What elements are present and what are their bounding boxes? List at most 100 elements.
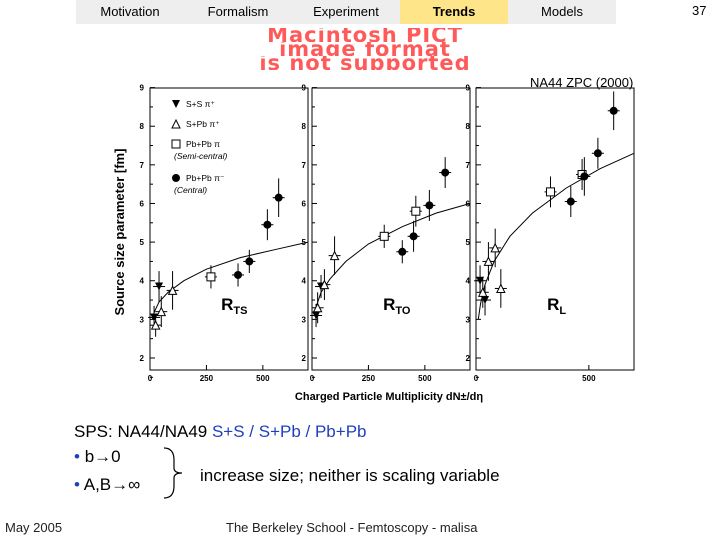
legend: S+S π⁺ S+Pb π⁺ Pb+Pb π (Semi-central) Pb+Pb … (171, 99, 228, 195)
x-tick-label: 500 (582, 374, 596, 383)
data-point (261, 209, 274, 241)
data-point (396, 240, 409, 264)
data-point (149, 313, 162, 337)
y-axis-title: Source size parameter [fm] (112, 149, 127, 316)
y-tick-label: 8 (302, 122, 307, 131)
y-tick-label: 3 (466, 315, 471, 324)
y-tick-label: 3 (140, 315, 145, 324)
y-tick-label: 4 (466, 277, 471, 286)
sps-systems: S+S / S+Pb / Pb+Pb (211, 422, 367, 441)
panel-label-subscript: TS (233, 305, 247, 317)
placeholder-line: Macintosh PICT (267, 28, 463, 42)
panel-frame (149, 87, 309, 371)
marker-filled-down-triangle (172, 100, 180, 108)
y-tick-label: 6 (140, 199, 145, 208)
marker-filled-down-triangle (476, 276, 485, 285)
data-point (328, 236, 341, 275)
marker-open-triangle (167, 285, 178, 295)
y-tick-label: 4 (302, 277, 307, 286)
marker-open-square (171, 139, 181, 149)
marker-filled-circle (580, 172, 589, 181)
bullet-marker: • (74, 447, 80, 466)
y-tick-label: 8 (140, 122, 145, 131)
tab-formalism[interactable]: Formalism (207, 4, 269, 19)
x-tick-label: 500 (418, 374, 432, 383)
brace-icon (163, 447, 183, 499)
marker-filled-circle (425, 201, 434, 210)
marker-filled-circle (409, 232, 418, 241)
data-point (544, 176, 557, 208)
y-tick-label: 7 (466, 161, 471, 170)
data-point (153, 271, 166, 302)
y-tick-label: 4 (140, 277, 145, 286)
data-point (489, 228, 502, 268)
marker-open-square (206, 272, 216, 282)
panel-label-subscript: L (559, 305, 566, 317)
sps-line: SPS: NA44/NA49 S+S / S+Pb / Pb+Pb (74, 422, 367, 442)
y-tick-label: 3 (302, 315, 307, 324)
marker-open-triangle (319, 279, 330, 290)
y-tick-label: 2 (140, 354, 145, 363)
marker-open-square (379, 231, 389, 241)
marker-open-square (411, 206, 421, 216)
panel-label: RTS (221, 295, 247, 317)
y-tick-label: 6 (466, 199, 471, 208)
tab-motivation[interactable]: Motivation (100, 4, 160, 19)
x-tick-label: 250 (362, 374, 376, 383)
data-point (591, 137, 604, 169)
x-tick-label: 250 (200, 374, 214, 383)
y-tick-label: 9 (466, 84, 471, 93)
data-point (494, 269, 507, 308)
marker-filled-circle (263, 220, 272, 229)
marker-open-triangle (329, 250, 340, 261)
y-tick-label: 7 (302, 161, 307, 170)
marker-filled-circle (398, 247, 407, 256)
legend-note: (Central) (174, 185, 207, 195)
tab-trends[interactable]: Trends (400, 0, 508, 24)
data-point (272, 178, 285, 217)
marker-filled-down-triangle (155, 282, 164, 291)
panel-label: RL (547, 295, 566, 317)
panel-label-subscript: TO (395, 305, 411, 317)
marker-open-triangle (490, 242, 500, 253)
panel-3: 2 3 4 5 6 7 8 9 0 500 RL (466, 84, 635, 383)
legend-label: S+Pb π⁺ (186, 119, 220, 129)
data-point (439, 157, 452, 189)
slide-number: 37 (692, 3, 707, 18)
data-point (479, 284, 492, 316)
bullet-ab: • A,B→∞ (74, 475, 140, 495)
legend-label: Pb+Pb π (186, 139, 220, 149)
tab-models[interactable]: Models (541, 4, 583, 19)
y-tick-label: 9 (140, 84, 145, 93)
x-tick-label: 500 (256, 374, 270, 383)
legend-note: (Semi-central) (174, 151, 228, 161)
sps-prefix: SPS: NA44/NA49 (74, 422, 212, 441)
reference-citation: NA44 ZPC (2000) (530, 75, 634, 90)
hbt-radius-chart: 2 3 4 5 6 7 8 9 0 250 500 RTS 2 3 4 5 6 7 8 9 0 250 500 RTO 2 3 4 5… (112, 84, 635, 403)
marker-open-triangle (150, 320, 161, 330)
data-point (378, 224, 391, 248)
marker-filled-circle (593, 149, 602, 158)
panel-2: 2 3 4 5 6 7 8 9 0 250 500 RTO (302, 84, 471, 383)
x-axis-title: Charged Particle Multiplicity dN±/dη (295, 391, 483, 403)
tab-experiment[interactable]: Experiment (313, 4, 379, 19)
bullet-b: • b→0 (74, 447, 121, 467)
x-tick-label: 0 (148, 374, 153, 383)
y-tick-label: 7 (140, 161, 145, 170)
data-point (474, 265, 487, 297)
data-point (476, 276, 489, 308)
y-tick-label: 5 (466, 238, 471, 247)
marker-filled-circle (274, 193, 283, 202)
data-point (232, 263, 245, 287)
placeholder-line: is not supported (259, 56, 471, 70)
data-point (482, 242, 495, 281)
marker-filled-circle (172, 174, 180, 182)
unsupported-image-placeholder: Macintosh PICT image format is not suppo… (150, 28, 580, 70)
data-point (564, 186, 577, 217)
footer-center: The Berkeley School - Femtoscopy - malis… (226, 520, 478, 535)
footer-date: May 2005 (5, 520, 63, 535)
marker-open-triangle (483, 256, 494, 266)
data-point (166, 271, 179, 310)
y-tick-label: 2 (466, 354, 471, 363)
panel-1: 2 3 4 5 6 7 8 9 0 250 500 RTS (140, 84, 309, 383)
